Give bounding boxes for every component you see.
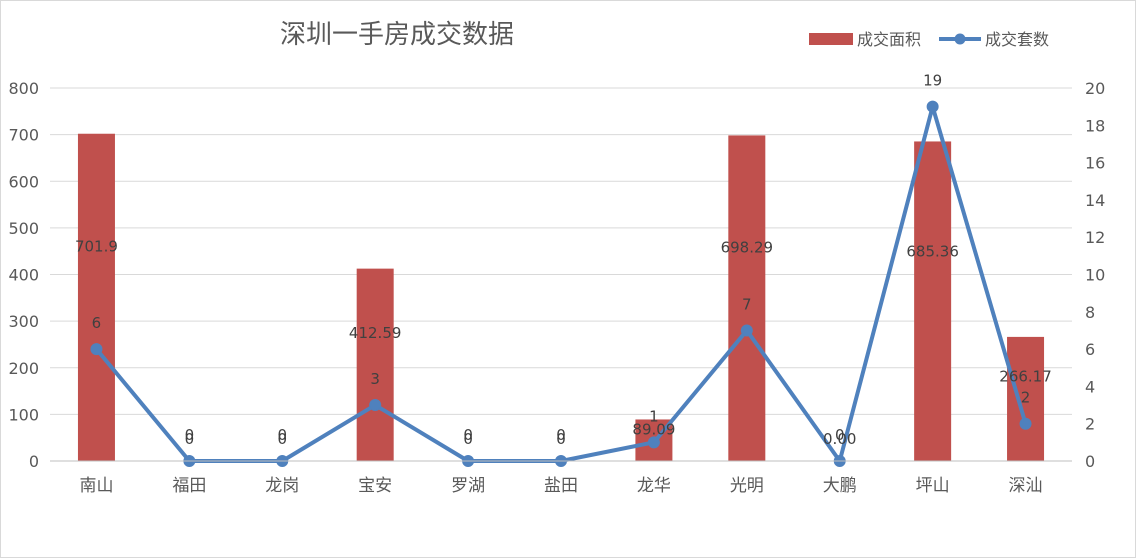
y-left-tick-label: 500 — [8, 219, 39, 238]
line-data-label: 19 — [923, 72, 942, 90]
y-left-tick-label: 300 — [8, 312, 39, 331]
legend-swatch-count-marker — [954, 33, 966, 45]
x-category-label: 龙岗 — [265, 476, 299, 496]
y-left-tick-label: 600 — [8, 172, 39, 191]
x-category-label: 深汕 — [1009, 476, 1043, 496]
gridlines — [50, 87, 1072, 462]
y-right-tick-label: 2 — [1085, 415, 1095, 434]
line-data-label: 0 — [463, 426, 473, 444]
y-right-tick-label: 0 — [1085, 452, 1095, 471]
y-right-tick-label: 16 — [1085, 154, 1105, 173]
y-right-tick-label: 12 — [1085, 228, 1105, 247]
x-category-label: 南山 — [79, 476, 113, 496]
y-right-tick-label: 14 — [1085, 191, 1105, 210]
bar-data-label: 0 — [556, 430, 566, 448]
x-category-label: 坪山 — [916, 476, 950, 496]
y-left-tick-label: 800 — [8, 79, 39, 98]
x-category-label: 罗湖 — [451, 476, 485, 496]
bar-data-label: 266.17 — [999, 368, 1052, 386]
bar-series-area — [77, 133, 1045, 461]
bar-data-label: 412.59 — [349, 324, 402, 342]
y-right-tick-label: 4 — [1085, 377, 1095, 396]
bar — [728, 135, 766, 461]
bar-data-label: 698.29 — [721, 239, 774, 257]
y-right-tick-label: 6 — [1085, 340, 1095, 359]
line-data-label: 7 — [742, 295, 752, 313]
bar — [356, 268, 394, 461]
bar — [1007, 336, 1045, 461]
x-category-label: 福田 — [172, 476, 206, 496]
line-data-label: 6 — [92, 314, 102, 332]
y-left-tick-label: 0 — [29, 452, 39, 471]
axes: 0100200300400500600700800024681012141618… — [8, 79, 1105, 496]
y-right-tick-label: 8 — [1085, 303, 1095, 322]
line-point — [90, 343, 103, 356]
line-point — [647, 436, 660, 449]
line-point — [1019, 417, 1032, 430]
bar-data-label: 0 — [277, 430, 287, 448]
x-category-label: 光明 — [730, 476, 764, 496]
bar-data-label: 0.00 — [823, 430, 856, 448]
bar-data-label: 701.9 — [75, 238, 118, 256]
legend: 成交面积 成交套数 — [809, 30, 1049, 49]
y-left-tick-label: 700 — [8, 126, 39, 145]
line-point — [369, 399, 382, 412]
line-data-label: 0 — [185, 426, 195, 444]
x-category-label: 龙华 — [637, 476, 671, 496]
line-data-label: 0 — [835, 426, 845, 444]
bar-data-label: 89.09 — [632, 420, 675, 438]
bar-data-label: 0 — [185, 430, 195, 448]
bar-data-label: 0 — [463, 430, 473, 448]
x-category-label: 盐田 — [544, 476, 578, 496]
line-series-count — [90, 100, 1032, 467]
y-right-tick-label: 18 — [1085, 116, 1105, 135]
line-data-label: 0 — [556, 426, 566, 444]
line-data-label: 1 — [649, 407, 659, 425]
series-line — [94, 104, 1028, 463]
y-left-tick-label: 100 — [8, 405, 39, 424]
chart-title: 深圳一手房成交数据 — [280, 20, 514, 50]
bar-data-label: 685.36 — [906, 242, 959, 260]
y-right-tick-label: 10 — [1085, 266, 1105, 285]
line-point — [926, 100, 939, 113]
line-point — [740, 324, 753, 337]
bar — [77, 133, 115, 461]
legend-label-count: 成交套数 — [985, 30, 1049, 49]
bar — [914, 141, 952, 461]
line-data-label: 0 — [277, 426, 287, 444]
y-left-tick-label: 200 — [8, 359, 39, 378]
y-left-tick-label: 400 — [8, 266, 39, 285]
legend-swatch-area — [809, 33, 853, 45]
legend-label-area: 成交面积 — [857, 30, 921, 49]
line-data-label: 2 — [1021, 389, 1031, 407]
x-category-label: 宝安 — [358, 476, 392, 496]
x-category-label: 大鹏 — [823, 476, 857, 496]
line-data-label: 3 — [370, 370, 380, 388]
y-right-tick-label: 20 — [1085, 79, 1105, 98]
